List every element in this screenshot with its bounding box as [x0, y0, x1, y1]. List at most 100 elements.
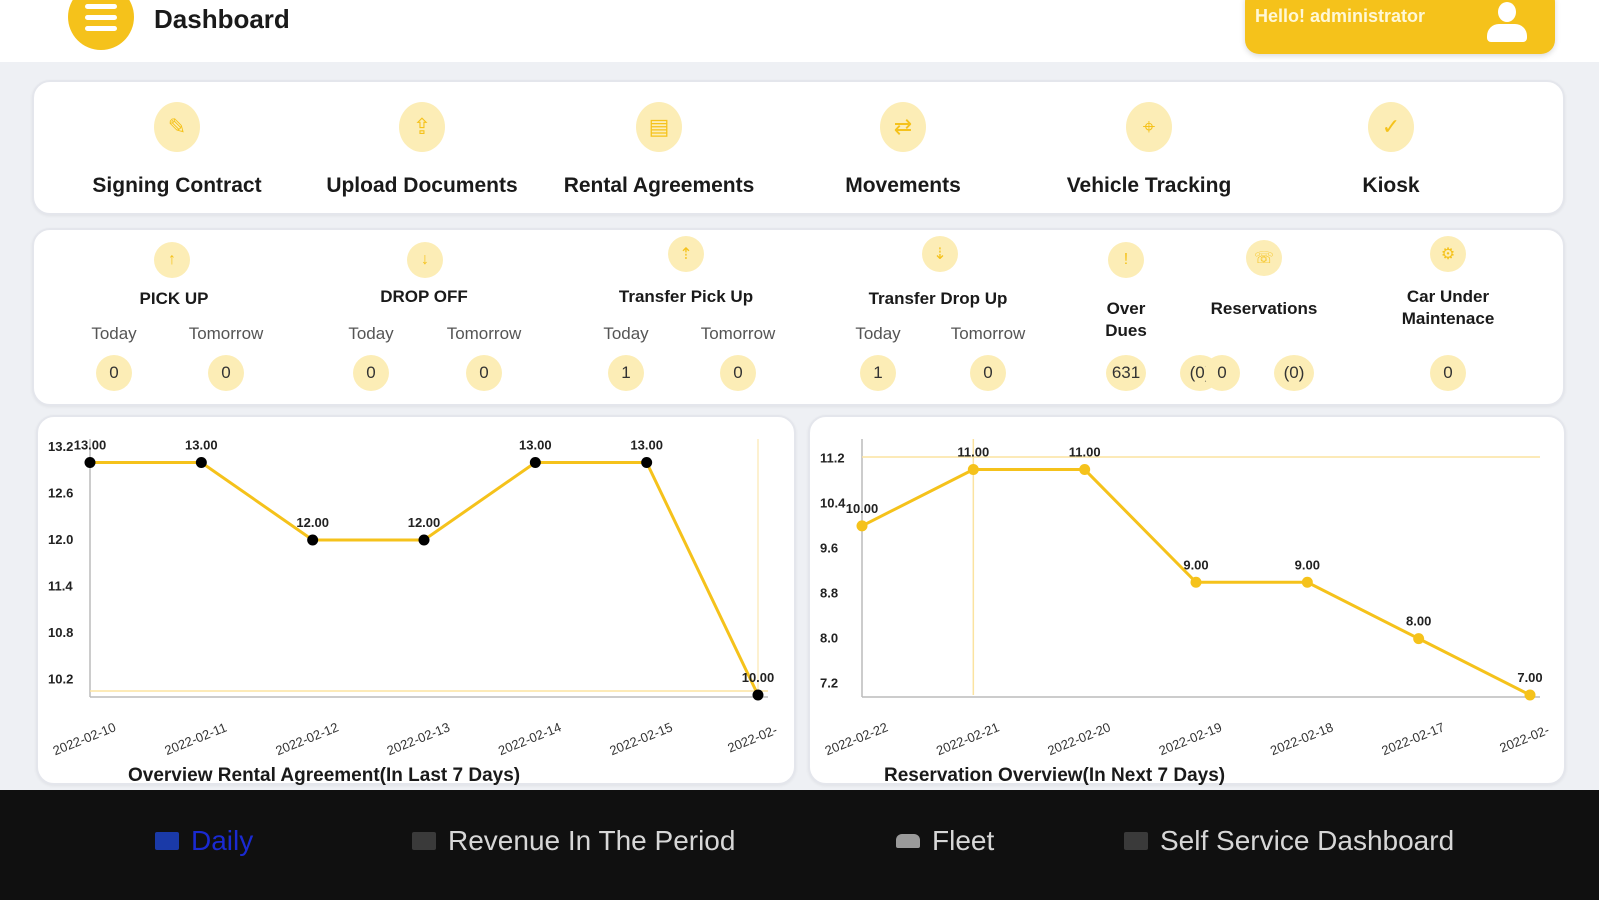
data-point — [307, 534, 319, 546]
contract-icon: ✎ — [154, 102, 200, 152]
rental-agreement-icon: ▤ — [636, 102, 682, 152]
x-tick-label: 2022-02-22 — [823, 719, 890, 758]
quick-action-label: Movements — [845, 174, 961, 197]
transfer-dropup-today-count[interactable]: 1 — [860, 355, 896, 391]
data-label: 13.00 — [185, 438, 218, 453]
quick-action-label: Upload Documents — [326, 174, 518, 197]
today-label: Today — [603, 324, 649, 343]
car-under-maintenance-count[interactable]: 0 — [1430, 355, 1466, 391]
data-point — [418, 534, 430, 546]
x-tick-label: 2022-02-20 — [1045, 719, 1112, 758]
x-tick-label: 2022-02-21 — [934, 719, 1001, 758]
tab-self-service-dashboard[interactable]: Self Service Dashboard — [1124, 825, 1454, 857]
dropoff-today-count[interactable]: 0 — [353, 355, 389, 391]
tab-revenue[interactable]: Revenue In The Period — [412, 825, 735, 857]
quick-action-rental-agreements[interactable]: ▤ Rental Agreements — [539, 82, 779, 217]
data-label: 8.00 — [1406, 614, 1431, 629]
reservations-extra-count[interactable]: (0) — [1274, 355, 1314, 391]
data-label: 9.00 — [1183, 557, 1208, 572]
transfer-pickup-icon: ⇡ — [668, 236, 704, 272]
rental-agreement-chart-card: 13.2 12.6 12.0 11.4 10.8 10.2 13.00 13.00 12.00 1… — [36, 415, 796, 786]
tomorrow-label: Tomorrow — [700, 324, 776, 343]
stat-title: DROP OFF — [380, 287, 468, 306]
quick-action-movements[interactable]: ⇄ Movements — [783, 82, 1023, 217]
transfer-dropup-tomorrow-count[interactable]: 0 — [970, 355, 1006, 391]
transfer-pickup-tomorrow-count[interactable]: 0 — [720, 355, 756, 391]
data-label: 13.00 — [74, 438, 107, 453]
dropoff-tomorrow-count[interactable]: 0 — [466, 355, 502, 391]
tomorrow-label: Tomorrow — [950, 324, 1026, 343]
data-point — [1190, 576, 1202, 588]
stat-dropoff[interactable]: ↓ DROP OFF Today Tomorrow 0 0 — [311, 230, 551, 408]
rental-agreement-chart: 13.2 12.6 12.0 11.4 10.8 10.2 13.00 13.00 12.00 1… — [48, 438, 779, 759]
tab-fleet[interactable]: Fleet — [896, 825, 994, 857]
chart-title: Reservation Overview(In Next 7 Days) — [884, 765, 1226, 786]
overdue-icon: ! — [1108, 242, 1144, 278]
location-pin-icon: ⌖ — [1126, 102, 1172, 152]
data-point — [1301, 576, 1313, 588]
quick-action-kiosk[interactable]: ✓ Kiosk — [1271, 82, 1511, 217]
y-tick-label: 8.0 — [820, 631, 838, 646]
stat-title: Transfer Drop Up — [868, 289, 1008, 308]
x-tick-label: 2022-02-11 — [162, 720, 228, 758]
stat-title: Reservations — [1210, 299, 1318, 318]
data-label: 11.00 — [957, 445, 989, 460]
revenue-icon — [412, 832, 436, 850]
data-point — [1413, 633, 1425, 645]
user-greeting: Hello! administrator — [1255, 6, 1426, 26]
data-label: 11.00 — [1069, 445, 1101, 460]
stat-title: PICK UP — [139, 289, 209, 308]
data-label: 10.00 — [846, 501, 879, 516]
y-tick-label: 11.2 — [820, 450, 845, 465]
upload-document-icon: ⇪ — [399, 102, 445, 152]
car-icon — [896, 834, 920, 848]
y-tick-label: 10.4 — [820, 495, 846, 510]
bottom-navigation: Daily Revenue In The Period Fleet Self S… — [0, 790, 1599, 900]
data-point — [1524, 689, 1536, 701]
y-tick-label: 10.8 — [48, 625, 73, 640]
stat-pickup[interactable]: ↑ PICK UP Today Tomorrow 0 0 — [54, 230, 294, 408]
stat-overdues[interactable]: ! Over Dues 631 (0) — [1084, 230, 1220, 408]
today-label: Today — [855, 324, 901, 343]
user-avatar-icon — [1487, 2, 1527, 44]
tab-label: Self Service Dashboard — [1160, 825, 1455, 856]
reservations-count[interactable]: 0 — [1204, 355, 1240, 391]
y-tick-label: 8.8 — [820, 586, 838, 601]
user-menu-button[interactable]: Hello! administrator — [1245, 0, 1555, 54]
stat-transfer-pickup[interactable]: ⇡ Transfer Pick Up Today Tomorrow 1 0 — [566, 230, 806, 408]
data-label: 13.00 — [630, 438, 663, 453]
tomorrow-label: Tomorrow — [446, 324, 522, 343]
x-tick-label: 2022-02-15 — [607, 719, 674, 758]
transfer-pickup-today-count[interactable]: 1 — [608, 355, 644, 391]
quick-action-vehicle-tracking[interactable]: ⌖ Vehicle Tracking — [1029, 82, 1269, 217]
stat-reservations[interactable]: ☏ Reservations 0 (0) — [1204, 230, 1360, 408]
x-tick-label: 2022-02- — [1497, 722, 1551, 755]
tab-daily[interactable]: Daily — [155, 825, 253, 857]
hamburger-menu-icon[interactable] — [68, 0, 134, 50]
calendar-icon — [155, 832, 179, 850]
pickup-tomorrow-count[interactable]: 0 — [208, 355, 244, 391]
today-label: Today — [348, 324, 394, 343]
pickup-today-count[interactable]: 0 — [96, 355, 132, 391]
data-label: 12.00 — [408, 515, 441, 530]
stat-transfer-dropup[interactable]: ⇣ Transfer Drop Up Today Tomorrow 1 0 — [818, 230, 1058, 408]
y-tick-label: 9.6 — [820, 540, 838, 555]
y-tick-label: 7.2 — [820, 676, 838, 691]
data-point — [84, 457, 96, 468]
data-label: 13.00 — [519, 438, 552, 453]
stat-car-under-maintenance[interactable]: ⚙ Car Under Maintenace 0 — [1374, 230, 1514, 408]
quick-action-upload-documents[interactable]: ⇪ Upload Documents — [302, 82, 542, 217]
data-point — [529, 457, 541, 468]
data-label: 7.00 — [1517, 670, 1542, 685]
reservation-icon: ☏ — [1246, 240, 1282, 276]
data-label: 10.00 — [742, 670, 775, 685]
y-tick-label: 12.0 — [48, 532, 73, 547]
overdues-count[interactable]: 631 — [1106, 355, 1146, 391]
quick-action-signing-contract[interactable]: ✎ Signing Contract — [57, 82, 297, 217]
series-line — [90, 461, 760, 696]
x-tick-label: 2022-02-13 — [385, 719, 452, 758]
kiosk-check-icon: ✓ — [1368, 102, 1414, 152]
today-label: Today — [91, 324, 137, 343]
x-tick-label: 2022-02-19 — [1157, 719, 1224, 758]
stat-title: Over Dues — [1105, 299, 1147, 341]
